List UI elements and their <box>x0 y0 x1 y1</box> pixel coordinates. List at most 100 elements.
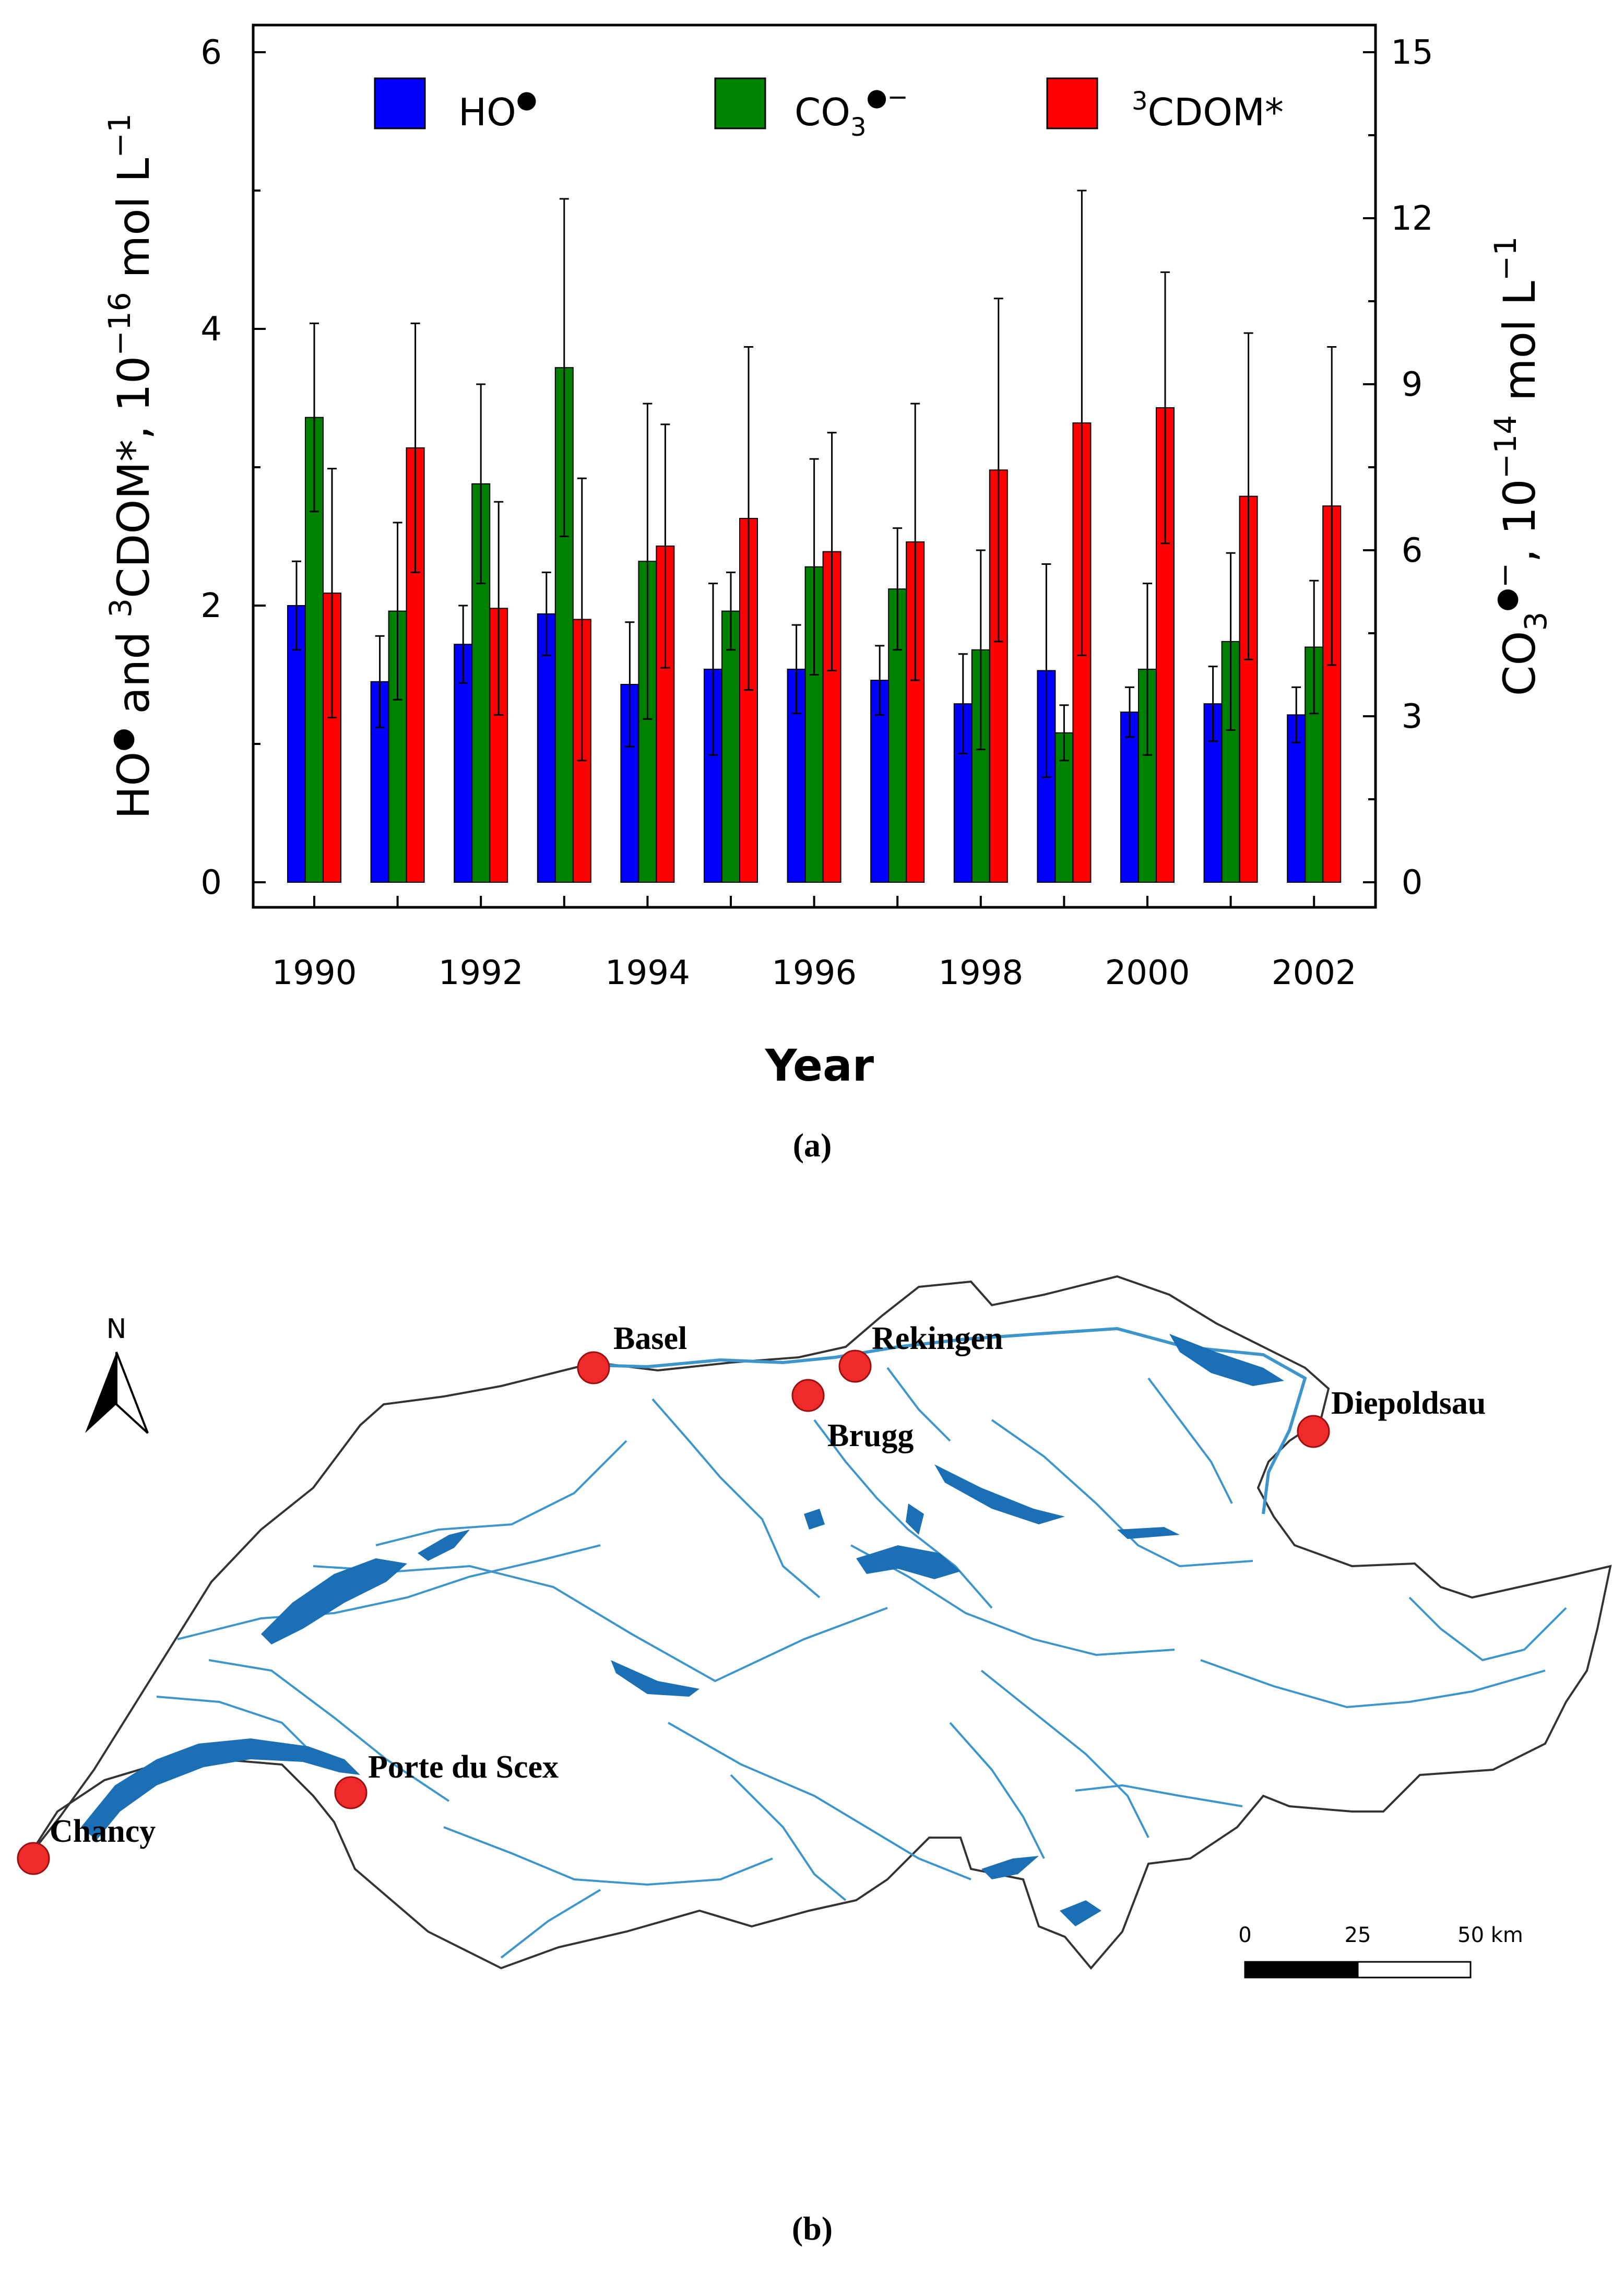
x-tick-label: 1996 <box>772 954 857 992</box>
y-axis-left-title: HO● and 3CDOM*, 10−16 mol L−1 <box>102 113 159 819</box>
x-tick-label: 1990 <box>272 954 357 992</box>
scale-label-25: 25 <box>1345 1923 1371 1947</box>
legend-swatch-co3 <box>714 77 766 129</box>
bar-chart: 0 2 4 6 0 3 6 9 12 15 1990 1992 1994 1996 1998 2000 20… <box>102 23 1554 1164</box>
lake-geneva <box>81 1738 360 1840</box>
x-tick-label: 1994 <box>605 954 690 992</box>
north-arrow-icon-right <box>115 1352 149 1434</box>
bar-co3-1995 <box>721 610 740 883</box>
switzerland-map: Basel Rekingen Brugg Diepoldsau Porte du… <box>17 1275 1612 2247</box>
lake-neuchatel <box>261 1558 407 1644</box>
error-bar-ho-1991 <box>375 635 385 728</box>
error-bar-ho-1990 <box>292 560 301 651</box>
right-tick-label: 15 <box>1391 33 1433 72</box>
error-bar-ho-1994 <box>625 621 635 748</box>
error-bar-ho-1993 <box>541 571 551 656</box>
scale-bar: 0 25 50 km <box>1238 1923 1523 1979</box>
bar-ho-1994 <box>620 684 639 883</box>
x-tick-label: 1998 <box>938 954 1023 992</box>
caption-b: (b) <box>792 2210 833 2247</box>
legend-swatch-cdom <box>1046 77 1098 129</box>
error-bar-cdom-1994 <box>660 423 670 669</box>
error-bar-ho-1999 <box>1041 563 1051 778</box>
lake-lucerne <box>856 1545 961 1579</box>
right-tick-label: 0 <box>1402 863 1423 902</box>
error-bar-cdom-2000 <box>1160 271 1170 544</box>
error-bar-ho-1996 <box>791 624 801 715</box>
error-bar-cdom-1992 <box>494 501 504 716</box>
legend-label-ho: HO● <box>458 85 537 134</box>
scale-bar-black <box>1244 1961 1359 1979</box>
right-tick-label: 12 <box>1391 199 1433 238</box>
station-label-basel: Basel <box>613 1321 687 1356</box>
error-bar-cdom-1997 <box>910 402 920 681</box>
station-label-chancy: Chancy <box>50 1814 156 1849</box>
x-ticks-group: 1990 1992 1994 1996 1998 2000 2002 <box>272 896 1357 992</box>
station-marker-rekingen <box>838 1349 872 1383</box>
error-bars-group <box>292 190 1337 778</box>
river-network <box>156 1367 1567 1959</box>
lake-zug <box>906 1504 924 1535</box>
error-bar-ho-1992 <box>458 605 468 684</box>
lakes <box>81 1334 1284 1926</box>
error-bar-ho-2002 <box>1291 686 1301 743</box>
station-label-porte-du-scex: Porte du Scex <box>368 1749 559 1785</box>
station-marker-basel <box>577 1351 610 1384</box>
error-bar-co3-2001 <box>1226 552 1236 731</box>
x-tick-label: 2002 <box>1272 954 1357 992</box>
error-bar-ho-2000 <box>1125 686 1134 738</box>
right-tick-label: 3 <box>1402 697 1423 736</box>
legend: HO● CO3●− 3CDOM* <box>374 77 1284 142</box>
right-tick-label: 9 <box>1402 365 1423 404</box>
scale-bar-white <box>1357 1961 1472 1979</box>
station-marker-brugg <box>791 1379 825 1412</box>
legend-label-co3: CO3●− <box>795 82 908 142</box>
right-ticks-group: 0 3 6 9 12 15 <box>1363 33 1433 902</box>
error-bar-co3-1994 <box>643 402 653 720</box>
left-tick-label: 6 <box>200 33 222 72</box>
error-bar-co3-1996 <box>809 458 819 676</box>
error-bar-ho-1995 <box>708 583 718 756</box>
left-ticks-group: 0 2 4 6 <box>200 33 266 902</box>
left-tick-label: 4 <box>200 310 222 349</box>
legend-label-cdom: 3CDOM* <box>1132 87 1284 134</box>
error-bar-cdom-1991 <box>410 322 420 573</box>
lake-maggiore <box>981 1856 1039 1879</box>
error-bar-ho-2001 <box>1208 666 1218 742</box>
north-arrow-icon <box>85 1352 116 1433</box>
lake-walen <box>1117 1527 1180 1539</box>
error-bar-co3-2000 <box>1143 583 1152 756</box>
station-label-rekingen: Rekingen <box>872 1321 1003 1356</box>
error-bar-co3-1997 <box>893 527 903 651</box>
station-label-brugg: Brugg <box>827 1418 914 1453</box>
x-tick-label: 2000 <box>1105 954 1190 992</box>
lake-lugano <box>1060 1900 1101 1926</box>
right-tick-label: 6 <box>1402 531 1423 570</box>
scale-label-0: 0 <box>1238 1923 1251 1947</box>
lake-zurich <box>934 1464 1065 1524</box>
x-tick-label: 1992 <box>438 954 524 992</box>
error-bar-ho-1998 <box>958 653 968 755</box>
lake-constance <box>1169 1334 1284 1386</box>
error-bar-co3-1990 <box>310 322 319 513</box>
error-bar-co3-1998 <box>976 549 986 751</box>
lake-biel <box>418 1530 470 1561</box>
station-label-diepoldsau: Diepoldsau <box>1331 1386 1486 1421</box>
station-marker-diepoldsau <box>1297 1415 1330 1448</box>
bar-ho-2001 <box>1203 703 1223 883</box>
error-bar-co3-1992 <box>476 383 486 585</box>
error-bar-cdom-1993 <box>577 477 587 762</box>
country-outline <box>26 1275 1612 1970</box>
x-axis-title: Year <box>765 1040 874 1091</box>
y-axis-right-title: CO3●−, 10−14 mol L−1 <box>1487 236 1554 696</box>
error-bar-cdom-1998 <box>993 298 1003 643</box>
error-bar-co3-1999 <box>1059 704 1069 762</box>
error-bar-co3-1991 <box>393 522 402 701</box>
station-marker-porte-du-scex <box>334 1776 368 1809</box>
bar-cdom-1997 <box>906 541 925 883</box>
lake-sempach <box>804 1509 825 1530</box>
north-arrow: N <box>85 1313 149 1434</box>
bar-ho-2000 <box>1120 712 1139 883</box>
error-bar-co3-1993 <box>559 198 569 537</box>
north-label: N <box>106 1313 127 1345</box>
